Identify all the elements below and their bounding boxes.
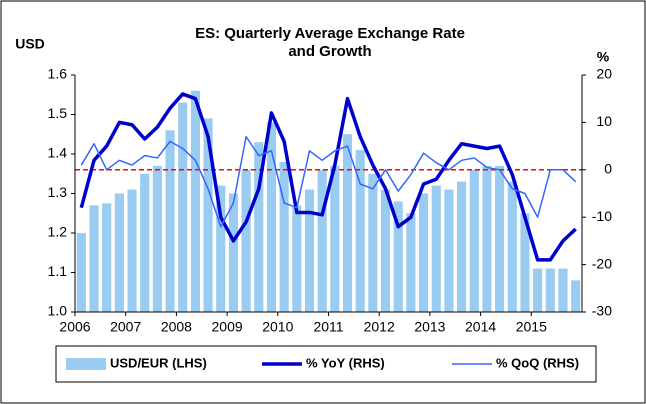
bar <box>393 201 403 312</box>
bar <box>279 161 289 312</box>
y2-tick-label: 10 <box>596 113 612 129</box>
bar <box>520 213 530 312</box>
bar <box>342 134 353 312</box>
legend-box <box>55 345 597 383</box>
bar <box>76 233 86 312</box>
x-tick-label: 2010 <box>262 319 293 335</box>
bar <box>330 165 340 312</box>
bar <box>266 122 277 313</box>
x-tick-label: 2015 <box>516 319 547 335</box>
bar <box>444 189 454 312</box>
y-tick-label: 1.6 <box>48 66 68 82</box>
bar <box>127 189 137 312</box>
y-tick-label: 1.2 <box>48 224 68 240</box>
legend-label: USD/EUR (LHS) <box>110 355 207 370</box>
bar <box>431 185 441 312</box>
y-tick-label: 1.3 <box>48 184 68 200</box>
legend-swatch <box>66 358 106 370</box>
bar <box>203 118 213 312</box>
y2-tick-label: 20 <box>596 66 612 82</box>
bar <box>102 203 112 312</box>
bar <box>558 268 568 312</box>
line-series <box>80 135 577 228</box>
bar <box>304 189 315 312</box>
y-axis-label: USD <box>15 36 45 52</box>
bar <box>380 189 391 312</box>
bar <box>495 165 505 312</box>
chart-title: and Growth <box>288 43 371 60</box>
legend-label: % YoY (RHS) <box>306 355 385 370</box>
bar <box>482 165 492 312</box>
bar <box>355 150 365 312</box>
x-tick-label: 2013 <box>414 319 445 335</box>
bar <box>89 205 99 312</box>
line-series <box>79 92 577 262</box>
bar <box>469 169 479 312</box>
bar <box>190 90 200 312</box>
y2-tick-label: -10 <box>592 208 612 224</box>
bar <box>368 173 378 312</box>
bar <box>152 165 162 312</box>
x-tick-label: 2014 <box>465 319 496 335</box>
y-tick-label: 1.0 <box>48 303 68 319</box>
bar <box>533 268 543 312</box>
bar <box>317 169 327 312</box>
y2-tick-label: 0 <box>604 161 612 177</box>
bar <box>140 173 150 312</box>
x-tick-label: 2011 <box>313 319 343 335</box>
y-tick-label: 1.5 <box>48 105 68 121</box>
chart-title: ES: Quarterly Average Exchange Rate <box>195 25 465 42</box>
bar <box>114 193 124 312</box>
bar <box>216 185 226 312</box>
x-tick-label: 2009 <box>212 319 243 335</box>
y-tick-label: 1.4 <box>48 145 68 161</box>
bar <box>292 205 302 312</box>
y2-tick-label: -20 <box>592 255 612 271</box>
legend-label: % QoQ (RHS) <box>496 355 579 370</box>
x-tick-label: 2007 <box>110 319 141 335</box>
bar <box>571 280 581 312</box>
bar <box>418 193 429 312</box>
bar <box>254 142 264 312</box>
bar <box>178 102 188 313</box>
y2-tick-label: -30 <box>592 303 612 319</box>
bar <box>507 181 517 312</box>
bar <box>228 193 239 312</box>
bar <box>241 169 251 312</box>
bar <box>165 130 175 312</box>
y2-axis-label: % <box>597 49 610 65</box>
bar <box>545 268 555 312</box>
bar <box>406 213 416 312</box>
bar <box>457 181 467 312</box>
x-tick-label: 2012 <box>364 319 395 335</box>
x-tick-label: 2006 <box>59 319 90 335</box>
y-tick-label: 1.1 <box>48 263 68 279</box>
x-tick-label: 2008 <box>161 319 192 335</box>
